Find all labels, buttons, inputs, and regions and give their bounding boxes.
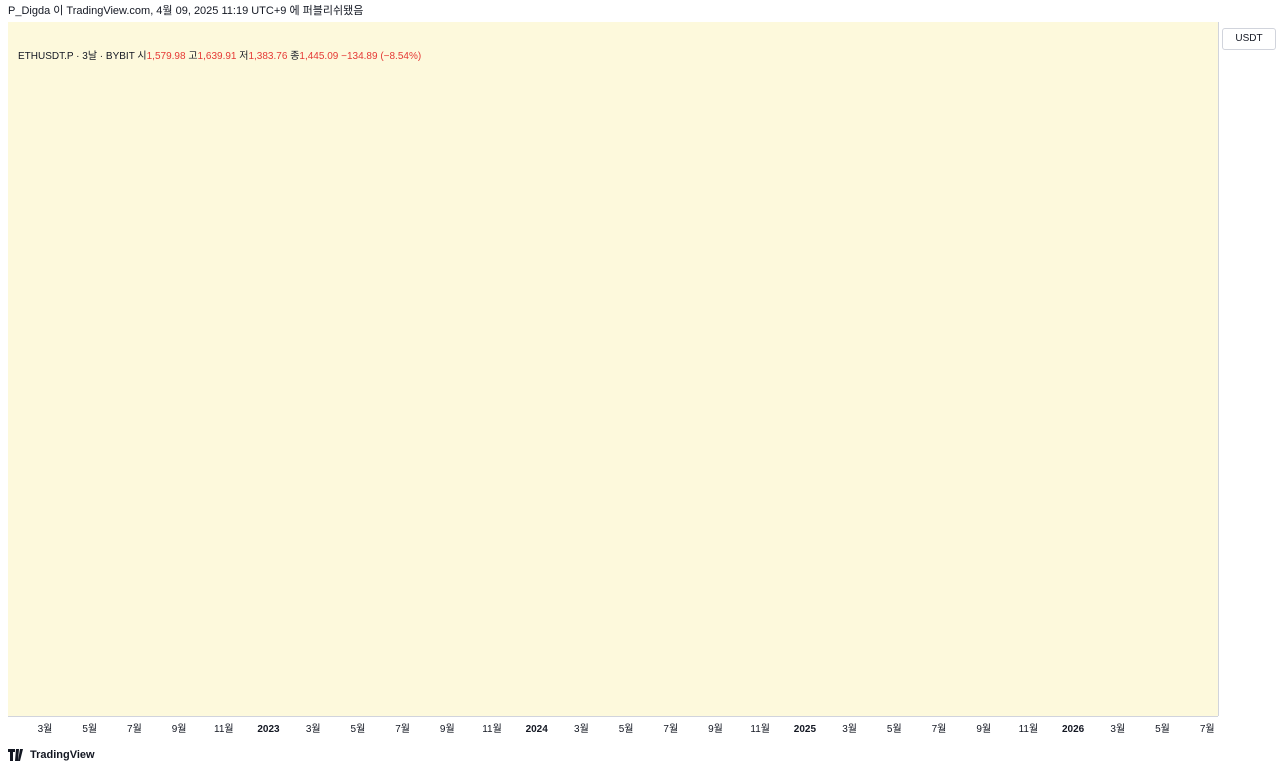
chart-area[interactable]: 0 (4,111.26)1 (877.70).707 (1,379.88)001… (8, 22, 1218, 716)
publish-header: P_Digda 이 TradingView.com, 4월 09, 2025 1… (8, 5, 364, 17)
time-tick-label: 11월 (482, 723, 502, 735)
legend-high: 1,639.91 (197, 51, 237, 62)
legend-symbol: ETHUSDT.P · 3날 · BYBIT (18, 51, 135, 62)
time-tick-label: 11월 (1019, 723, 1039, 735)
symbol-legend: ETHUSDT.P · 3날 · BYBIT 시1,579.98 고1,639.… (18, 50, 421, 64)
legend-close-label: 종 (290, 51, 300, 62)
legend-open: 1,579.98 (146, 51, 186, 62)
currency-unit-button[interactable]: USDT (1222, 28, 1276, 50)
time-tick-label: 2025 (794, 724, 817, 735)
time-tick-label: 7월 (663, 723, 678, 735)
time-tick-label: 9월 (976, 723, 991, 735)
time-tick-label: 7월 (127, 723, 142, 735)
time-axis-labels: 3월 5월 7월 9월 11월 2023 3월 5월 7월 9월 11월 2024 3월 5월 7월 9월 11… (38, 723, 1215, 735)
time-tick-label: 9월 (172, 723, 187, 735)
time-tick-label: 7월 (395, 723, 410, 735)
tradingview-logo-icon (8, 749, 23, 761)
time-tick-label: 5월 (351, 723, 366, 735)
time-tick-label: 5월 (1155, 723, 1170, 735)
time-tick-label: 2026 (1062, 724, 1085, 735)
time-tick-label: 3월 (38, 723, 53, 735)
time-tick-label: 5월 (82, 723, 97, 735)
time-tick-label: 3월 (842, 723, 857, 735)
time-tick-label: 11월 (750, 723, 770, 735)
footer-brand: TradingView (30, 749, 95, 761)
legend-low-label: 저 (239, 51, 249, 62)
time-axis[interactable]: 3월 5월 7월 9월 11월 2023 3월 5월 7월 9월 11월 2024 3월 5월 7월 9월 11… (8, 716, 1218, 741)
time-tick-label: 3월 (574, 723, 589, 735)
time-tick-label: 2023 (257, 724, 280, 735)
time-tick-label: 9월 (440, 723, 455, 735)
time-tick-label: 5월 (619, 723, 634, 735)
legend-change: −134.89 (−8.54%) (341, 51, 422, 62)
legend-low: 1,383.76 (248, 51, 288, 62)
time-tick-label: 3월 (1110, 723, 1125, 735)
legend-close: 1,445.09 (299, 51, 339, 62)
time-tick-label: 7월 (1200, 723, 1215, 735)
time-tick-label: 2024 (526, 724, 549, 735)
candlestick-chart[interactable]: 0 (4,111.26)1 (877.70).707 (1,379.88)001… (8, 22, 1218, 716)
time-tick-label: 9월 (708, 723, 723, 735)
time-tick-label: 7월 (932, 723, 947, 735)
time-tick-label: 5월 (887, 723, 902, 735)
time-tick-label: 3월 (306, 723, 321, 735)
price-axis[interactable]: 1,445.0921:40:18 (1218, 22, 1280, 716)
price-axis-labels: 1,445.0921:40:18 (1219, 22, 1280, 716)
time-tick-label: 11월 (214, 723, 234, 735)
legend-open-label: 시 (137, 51, 147, 62)
tradingview-footer[interactable]: TradingView (8, 746, 95, 764)
legend-high-label: 고 (188, 51, 198, 62)
